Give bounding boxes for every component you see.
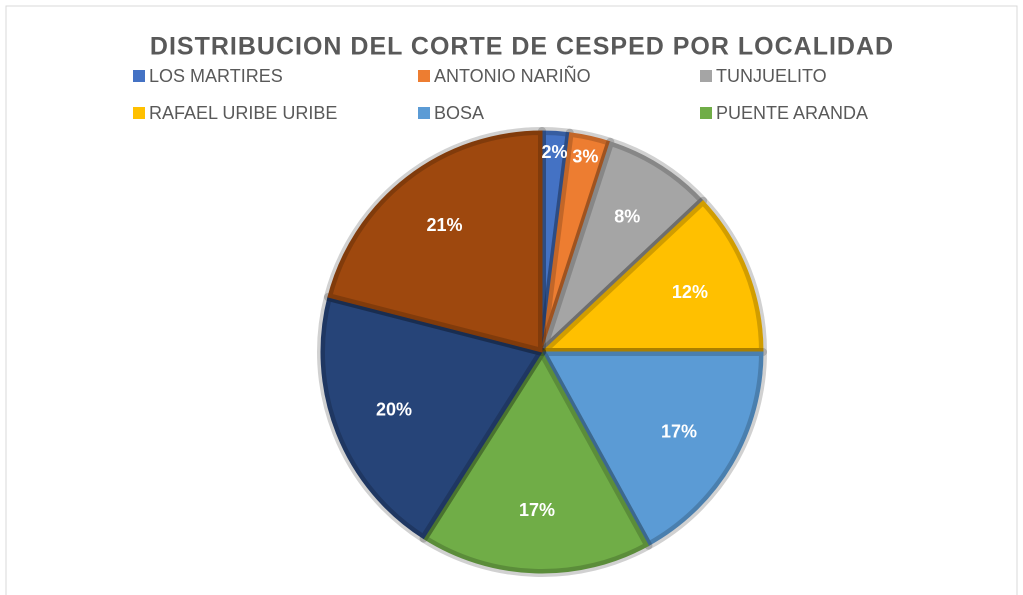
data-label: 21% [426, 215, 462, 235]
legend-label: PUENTE ARANDA [716, 103, 868, 123]
data-label: 20% [376, 399, 412, 419]
slice-edge [317, 293, 546, 543]
data-label: 2% [541, 142, 567, 162]
pie-slice [540, 200, 764, 353]
legend-label: LOS MARTIRES [149, 66, 283, 86]
legend-swatch [418, 70, 430, 82]
pie-slice [541, 141, 704, 353]
legend-swatch [700, 107, 712, 119]
legend-label: ANTONIO NARIÑO [434, 65, 591, 86]
slice-edge [538, 348, 767, 550]
data-label: 17% [661, 422, 697, 442]
legend-swatch [133, 107, 145, 119]
legend-swatch [700, 70, 712, 82]
data-label: 3% [572, 147, 598, 167]
slice-edge [323, 127, 546, 356]
legend-swatch [418, 107, 430, 119]
legend-label: BOSA [434, 103, 484, 123]
chart-title: DISTRIBUCION DEL CORTE DE CESPED POR LOC… [150, 33, 894, 61]
legend-swatch [133, 70, 145, 82]
pie-slice [541, 351, 764, 547]
legend-label: RAFAEL URIBE URIBE [149, 103, 337, 123]
pie-slice [320, 296, 543, 540]
pie-slice [422, 351, 650, 574]
pie-slice [327, 130, 543, 353]
data-label: 8% [614, 206, 640, 226]
slice-edge [538, 137, 708, 356]
slice-edge [419, 348, 653, 577]
data-label: 17% [519, 500, 555, 520]
slice-edge [538, 196, 767, 356]
legend-label: TUNJUELITO [716, 66, 827, 86]
data-label: 12% [672, 282, 708, 302]
